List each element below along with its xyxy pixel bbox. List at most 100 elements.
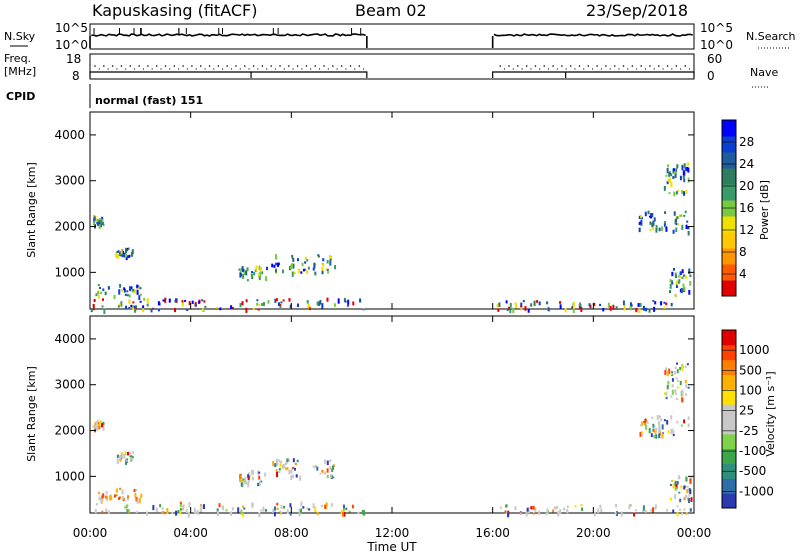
scatter-point xyxy=(683,214,686,217)
nave-point xyxy=(688,68,691,70)
scatter-point xyxy=(663,419,666,422)
scatter-point xyxy=(669,283,672,289)
scatter-point xyxy=(203,300,206,303)
scatter-point xyxy=(609,305,612,311)
scatter-point xyxy=(109,495,112,501)
scatter-point xyxy=(538,301,541,306)
scatter-point xyxy=(110,496,113,501)
scatter-point xyxy=(292,263,295,269)
scatter-point xyxy=(658,428,661,434)
scatter-point xyxy=(321,303,324,309)
colorbar-segment xyxy=(722,120,736,137)
nave-point xyxy=(169,68,171,70)
scatter-point xyxy=(658,423,661,429)
scatter-point xyxy=(526,507,529,512)
scatter-point xyxy=(530,303,533,307)
scatter-point xyxy=(322,263,325,267)
scatter-point xyxy=(653,306,656,312)
colorbar-tick-label: 8 xyxy=(739,245,747,259)
scatter-point xyxy=(193,507,196,514)
scatter-point xyxy=(579,304,582,309)
scatter-point xyxy=(174,298,177,301)
scatter-point xyxy=(663,306,666,309)
scatter-point xyxy=(251,476,254,481)
scatter-point xyxy=(264,276,267,282)
nave-point xyxy=(142,68,144,70)
scatter-point xyxy=(684,379,687,384)
scatter-point xyxy=(679,175,682,181)
scatter-point xyxy=(130,286,133,290)
colorbar-segment xyxy=(722,168,736,185)
scatter-point xyxy=(100,422,103,425)
scatter-point xyxy=(261,271,264,275)
scatter-point xyxy=(251,271,254,274)
nave-point xyxy=(327,68,329,70)
scatter-point xyxy=(93,298,96,303)
nave-point xyxy=(125,68,127,70)
nave-point xyxy=(213,68,215,70)
scatter-point xyxy=(218,503,221,508)
scatter-point xyxy=(666,508,669,512)
scatter-point xyxy=(680,214,683,217)
scatter-point xyxy=(242,478,245,483)
freq-point xyxy=(675,65,678,67)
scatter-point xyxy=(326,460,329,465)
scatter-point xyxy=(278,470,281,473)
scatter-point xyxy=(102,425,105,431)
scatter-point xyxy=(660,418,663,422)
scatter-point xyxy=(677,379,680,382)
scatter-point xyxy=(507,512,510,518)
scatter-point xyxy=(674,169,677,174)
scatter-point xyxy=(669,497,672,501)
scatter-point xyxy=(161,507,164,510)
scatter-point xyxy=(684,166,687,171)
scatter-point xyxy=(127,495,130,499)
scatter-point xyxy=(352,301,355,306)
scatter-point xyxy=(683,191,686,196)
scatter-point xyxy=(673,169,676,172)
scatter-point xyxy=(333,303,336,307)
scatter-point xyxy=(130,458,133,462)
colorbar-segment xyxy=(722,448,736,464)
nave-point xyxy=(362,68,365,70)
scatter-point xyxy=(666,371,669,377)
nsearch-tick-top: 10^5 xyxy=(700,21,733,35)
scatter-point xyxy=(298,510,301,517)
scatter-point xyxy=(649,221,652,225)
scatter-point xyxy=(287,458,290,462)
scatter-point xyxy=(650,433,653,437)
scatter-point xyxy=(133,488,136,493)
scatter-point xyxy=(640,423,643,427)
freq-point xyxy=(270,65,273,67)
scatter-point xyxy=(322,258,325,262)
scatter-point xyxy=(288,298,291,302)
freq-point xyxy=(596,65,598,67)
freq-point xyxy=(191,65,193,67)
scatter-point xyxy=(274,506,277,511)
scatter-point xyxy=(663,221,666,227)
scatter-point xyxy=(672,229,675,234)
scatter-point xyxy=(182,504,185,507)
scatter-point xyxy=(179,503,182,507)
scatter-point xyxy=(164,297,167,303)
scatter-point xyxy=(672,268,675,271)
freq-point xyxy=(332,65,334,67)
scatter-point xyxy=(319,472,322,475)
freq-point xyxy=(164,65,167,67)
scatter-point xyxy=(239,268,242,274)
velocity-scatter xyxy=(92,362,693,518)
nave-point xyxy=(266,68,268,70)
scatter-point xyxy=(652,299,655,302)
scatter-point xyxy=(200,505,203,509)
scatter-point xyxy=(135,489,138,492)
scatter-point xyxy=(94,427,97,433)
scatter-point xyxy=(533,300,536,306)
scatter-point xyxy=(98,224,101,229)
scatter-point xyxy=(574,505,577,508)
station-title: Kapuskasing (fitACF) xyxy=(92,1,257,20)
scatter-point xyxy=(284,467,287,470)
scatter-point xyxy=(121,454,124,459)
scatter-point xyxy=(184,299,187,302)
freq-point xyxy=(138,65,140,67)
scatter-point xyxy=(313,263,316,268)
